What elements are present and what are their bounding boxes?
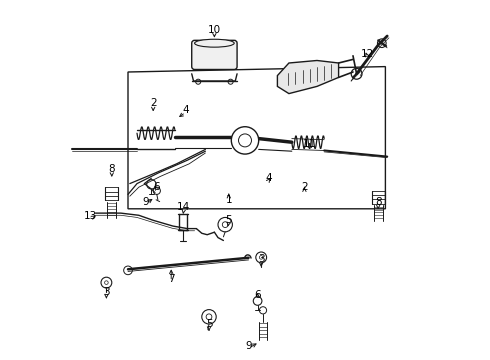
Text: 11: 11 <box>303 139 317 149</box>
Polygon shape <box>277 60 339 94</box>
Circle shape <box>256 252 267 263</box>
Text: 3: 3 <box>103 287 110 297</box>
Text: 2: 2 <box>301 182 308 192</box>
Text: 4: 4 <box>265 173 272 183</box>
Text: 6: 6 <box>254 290 261 300</box>
Text: 9: 9 <box>143 197 149 207</box>
Text: 5: 5 <box>206 319 212 329</box>
Circle shape <box>218 217 232 232</box>
Text: 3: 3 <box>258 254 265 264</box>
Text: 4: 4 <box>182 105 189 115</box>
Text: 5: 5 <box>225 215 232 225</box>
Text: 12: 12 <box>361 49 374 59</box>
Text: 2: 2 <box>150 98 156 108</box>
Circle shape <box>202 310 216 324</box>
FancyBboxPatch shape <box>192 40 237 69</box>
Text: 8: 8 <box>108 164 115 174</box>
Text: 13: 13 <box>84 211 97 221</box>
Text: 10: 10 <box>208 24 221 35</box>
Circle shape <box>231 127 259 154</box>
Text: 9: 9 <box>245 341 252 351</box>
Text: 1: 1 <box>225 195 232 205</box>
Text: 7: 7 <box>168 274 174 284</box>
Circle shape <box>351 68 362 79</box>
Text: 14: 14 <box>177 202 191 212</box>
Circle shape <box>377 39 386 48</box>
Text: 8: 8 <box>375 197 382 207</box>
Circle shape <box>101 277 112 288</box>
Text: 6: 6 <box>153 182 160 192</box>
Ellipse shape <box>195 39 234 47</box>
